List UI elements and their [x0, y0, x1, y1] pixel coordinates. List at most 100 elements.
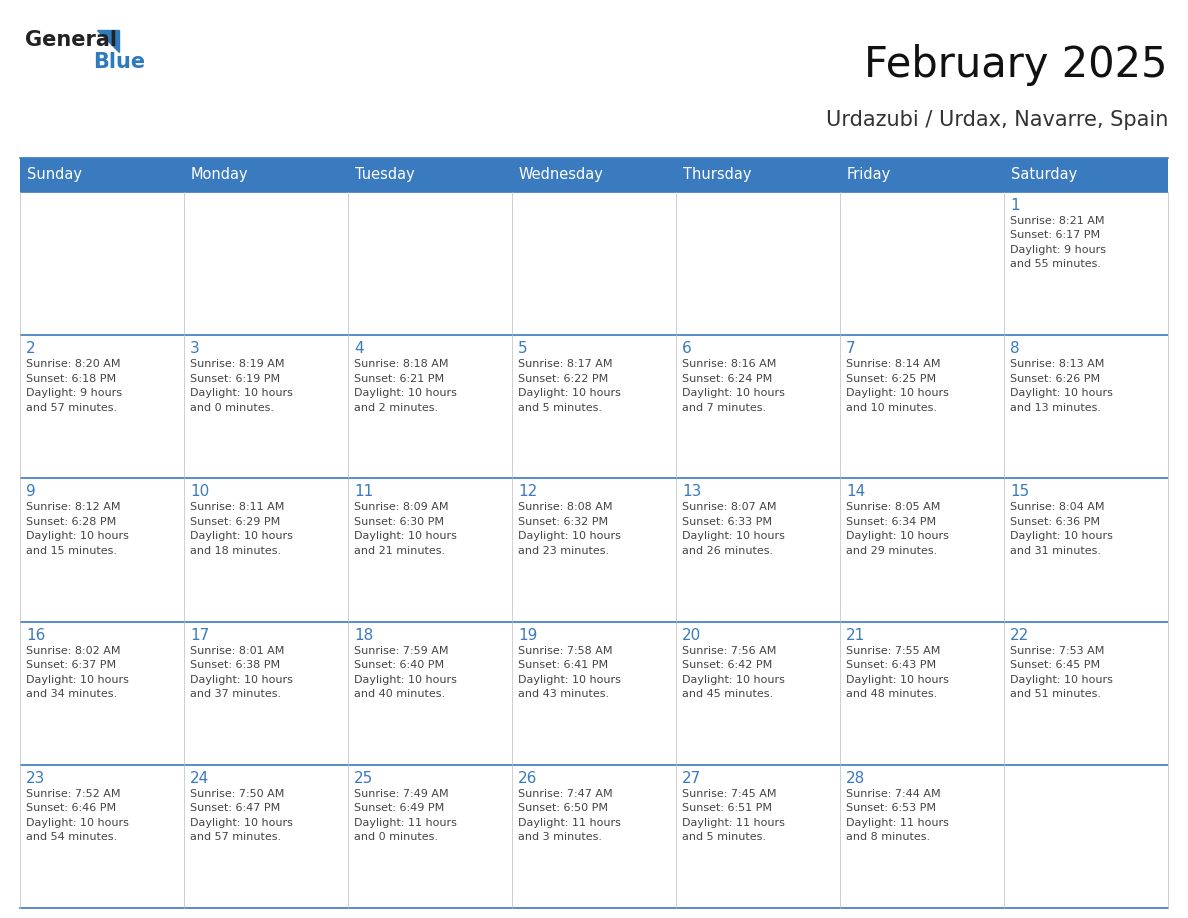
Text: Blue: Blue	[93, 52, 145, 72]
Text: and 15 minutes.: and 15 minutes.	[26, 546, 116, 556]
Text: 13: 13	[682, 485, 701, 499]
Text: 17: 17	[190, 628, 209, 643]
Text: Daylight: 10 hours: Daylight: 10 hours	[1010, 388, 1113, 398]
Bar	[20, 765, 184, 908]
Text: Sunset: 6:45 PM: Sunset: 6:45 PM	[1010, 660, 1100, 670]
Text: Sunrise: 7:58 AM: Sunrise: 7:58 AM	[518, 645, 613, 655]
Text: 15: 15	[1010, 485, 1029, 499]
Bar	[676, 621, 840, 765]
Text: Daylight: 10 hours: Daylight: 10 hours	[682, 675, 785, 685]
Bar	[676, 192, 840, 335]
Text: Sunset: 6:42 PM: Sunset: 6:42 PM	[682, 660, 772, 670]
Text: Daylight: 9 hours: Daylight: 9 hours	[26, 388, 122, 398]
Text: 18: 18	[354, 628, 373, 643]
Text: Saturday: Saturday	[1011, 167, 1078, 183]
Text: 24: 24	[190, 771, 209, 786]
Bar	[512, 478, 676, 621]
Bar	[512, 192, 676, 335]
Text: and 51 minutes.: and 51 minutes.	[1010, 689, 1101, 700]
Text: Sunrise: 8:14 AM: Sunrise: 8:14 AM	[846, 359, 941, 369]
Text: and 55 minutes.: and 55 minutes.	[1010, 260, 1101, 270]
Text: Wednesday: Wednesday	[519, 167, 604, 183]
Text: Sunrise: 7:44 AM: Sunrise: 7:44 AM	[846, 789, 941, 799]
Text: and 37 minutes.: and 37 minutes.	[190, 689, 282, 700]
Text: Daylight: 11 hours: Daylight: 11 hours	[518, 818, 621, 828]
Text: Daylight: 10 hours: Daylight: 10 hours	[354, 675, 457, 685]
Text: Thursday: Thursday	[683, 167, 752, 183]
Bar	[840, 335, 1004, 478]
Bar	[512, 765, 676, 908]
Text: and 23 minutes.: and 23 minutes.	[518, 546, 609, 556]
Text: 7: 7	[846, 341, 855, 356]
Text: Monday: Monday	[191, 167, 248, 183]
Text: Sunrise: 8:02 AM: Sunrise: 8:02 AM	[26, 645, 120, 655]
Bar	[20, 478, 184, 621]
Text: and 54 minutes.: and 54 minutes.	[26, 833, 118, 843]
Text: 9: 9	[26, 485, 36, 499]
Text: 14: 14	[846, 485, 865, 499]
Text: 23: 23	[26, 771, 45, 786]
Text: Sunset: 6:53 PM: Sunset: 6:53 PM	[846, 803, 936, 813]
Text: and 7 minutes.: and 7 minutes.	[682, 403, 766, 413]
Text: Sunrise: 8:09 AM: Sunrise: 8:09 AM	[354, 502, 449, 512]
Text: and 40 minutes.: and 40 minutes.	[354, 689, 446, 700]
Text: Daylight: 10 hours: Daylight: 10 hours	[846, 388, 949, 398]
Text: and 45 minutes.: and 45 minutes.	[682, 689, 773, 700]
Text: and 0 minutes.: and 0 minutes.	[354, 833, 438, 843]
Text: Sunset: 6:38 PM: Sunset: 6:38 PM	[190, 660, 280, 670]
Text: February 2025: February 2025	[865, 44, 1168, 86]
Bar	[676, 158, 840, 192]
Bar	[1004, 158, 1168, 192]
Bar	[1004, 192, 1168, 335]
Text: Sunday: Sunday	[27, 167, 82, 183]
Text: and 18 minutes.: and 18 minutes.	[190, 546, 282, 556]
Bar	[20, 158, 184, 192]
Text: Sunrise: 7:45 AM: Sunrise: 7:45 AM	[682, 789, 777, 799]
Bar	[512, 335, 676, 478]
Text: 3: 3	[190, 341, 200, 356]
Text: Sunrise: 8:21 AM: Sunrise: 8:21 AM	[1010, 216, 1105, 226]
Text: 12: 12	[518, 485, 537, 499]
Bar	[20, 621, 184, 765]
Text: General: General	[25, 30, 116, 50]
Text: Daylight: 10 hours: Daylight: 10 hours	[518, 675, 621, 685]
Bar	[840, 158, 1004, 192]
Text: 2: 2	[26, 341, 36, 356]
Text: Sunset: 6:37 PM: Sunset: 6:37 PM	[26, 660, 116, 670]
Text: 1: 1	[1010, 198, 1019, 213]
Text: 5: 5	[518, 341, 527, 356]
Text: Sunrise: 7:50 AM: Sunrise: 7:50 AM	[190, 789, 284, 799]
Text: Daylight: 11 hours: Daylight: 11 hours	[846, 818, 949, 828]
Bar	[184, 621, 348, 765]
Bar	[20, 335, 184, 478]
Bar	[348, 158, 512, 192]
Bar	[184, 335, 348, 478]
Text: Sunrise: 8:13 AM: Sunrise: 8:13 AM	[1010, 359, 1105, 369]
Bar	[840, 478, 1004, 621]
Text: Daylight: 11 hours: Daylight: 11 hours	[682, 818, 785, 828]
Text: 11: 11	[354, 485, 373, 499]
Text: 6: 6	[682, 341, 691, 356]
Text: Daylight: 10 hours: Daylight: 10 hours	[26, 675, 128, 685]
Text: Sunset: 6:41 PM: Sunset: 6:41 PM	[518, 660, 608, 670]
Text: Sunset: 6:50 PM: Sunset: 6:50 PM	[518, 803, 608, 813]
Text: and 57 minutes.: and 57 minutes.	[190, 833, 282, 843]
Text: 26: 26	[518, 771, 537, 786]
Text: Daylight: 10 hours: Daylight: 10 hours	[190, 532, 293, 542]
Text: Sunset: 6:25 PM: Sunset: 6:25 PM	[846, 374, 936, 384]
Text: Sunrise: 7:49 AM: Sunrise: 7:49 AM	[354, 789, 449, 799]
Text: Daylight: 10 hours: Daylight: 10 hours	[682, 388, 785, 398]
Text: Daylight: 10 hours: Daylight: 10 hours	[354, 532, 457, 542]
Text: 10: 10	[190, 485, 209, 499]
Bar	[20, 192, 184, 335]
Text: Sunset: 6:17 PM: Sunset: 6:17 PM	[1010, 230, 1100, 241]
Text: and 26 minutes.: and 26 minutes.	[682, 546, 773, 556]
Text: 20: 20	[682, 628, 701, 643]
Text: and 2 minutes.: and 2 minutes.	[354, 403, 438, 413]
Text: Sunset: 6:47 PM: Sunset: 6:47 PM	[190, 803, 280, 813]
Text: Sunset: 6:49 PM: Sunset: 6:49 PM	[354, 803, 444, 813]
Bar	[348, 765, 512, 908]
Bar	[840, 192, 1004, 335]
Text: Daylight: 10 hours: Daylight: 10 hours	[846, 532, 949, 542]
Text: Daylight: 10 hours: Daylight: 10 hours	[518, 388, 621, 398]
